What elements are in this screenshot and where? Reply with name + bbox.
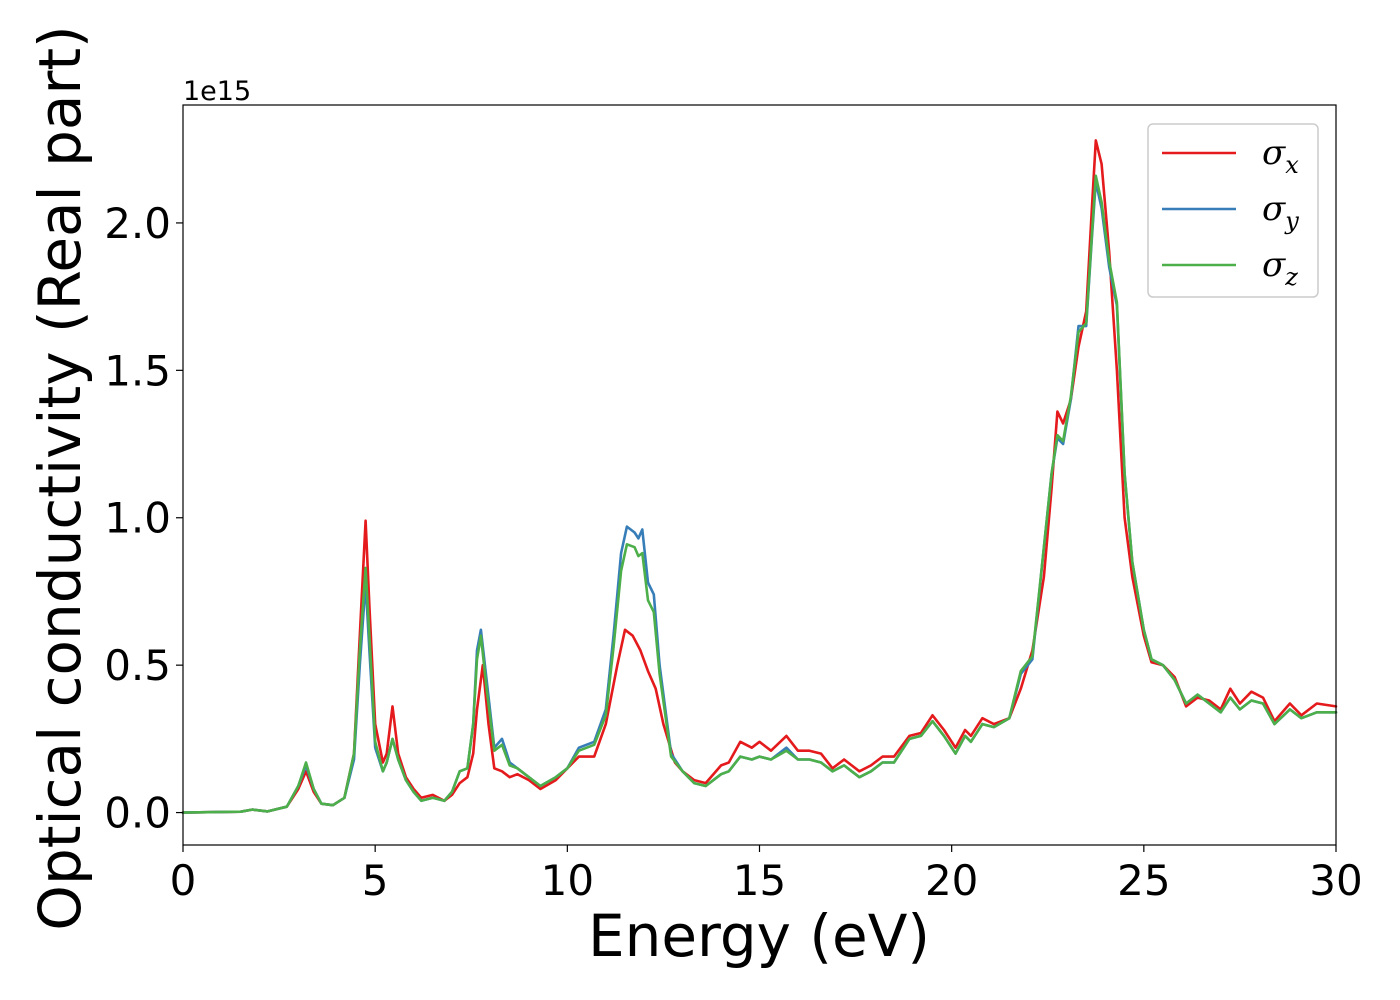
legend-label-z: σz [1262,245,1298,291]
x-tick-label: 0 [170,856,197,905]
y-offset-label: 1e15 [183,76,251,107]
y-axis-ticks: 0.0 0.5 1.0 1.5 2.0 [104,199,183,838]
series-layer [181,139,1338,814]
x-tick-label: 20 [925,856,978,905]
y-tick-label: 2.0 [104,199,171,248]
legend-label-y: σy [1262,189,1299,235]
x-tick-label: 5 [362,856,389,905]
x-axis-title: Energy (eV) [588,902,930,970]
x-tick-label: 30 [1309,856,1362,905]
legend-box [1147,123,1319,298]
x-tick-label: 15 [733,856,786,905]
y-tick-label: 1.0 [104,494,171,543]
series-line-x [181,139,1338,814]
x-tick-label: 10 [541,856,594,905]
y-axis-title: Optical conductivity (Real part) [26,25,94,930]
x-axis-ticks: 0 5 10 15 20 25 30 [170,845,1363,905]
series-line-z [181,174,1338,814]
y-tick-label: 0.5 [104,641,171,690]
legend: σx σy σz [1147,123,1319,298]
y-tick-label: 1.5 [104,346,171,395]
y-tick-label: 0.0 [104,789,171,838]
legend-label-x: σx [1262,133,1299,179]
x-tick-label: 25 [1117,856,1170,905]
